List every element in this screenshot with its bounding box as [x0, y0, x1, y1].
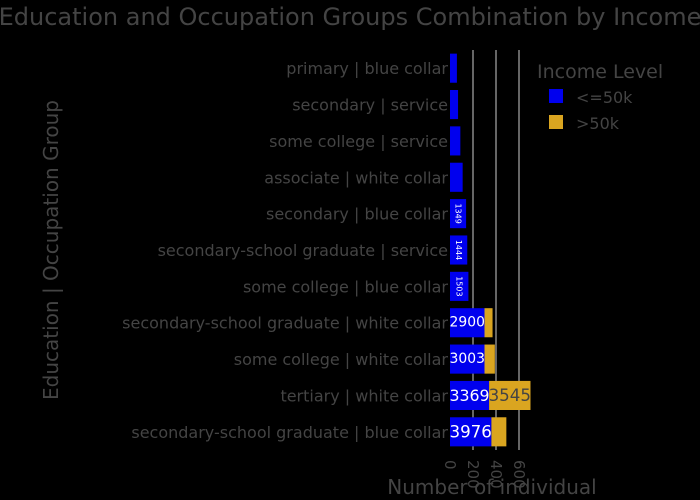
- bar-data-label: 3976: [449, 422, 491, 441]
- legend-swatch: [549, 89, 563, 103]
- bar-gt50k: [484, 344, 495, 374]
- y-axis-title: Education | Occupation Group: [39, 100, 63, 400]
- bar-gt50k: [489, 380, 531, 410]
- y-category-label: secondary | service: [292, 96, 448, 115]
- y-category-label: primary | blue collar: [286, 59, 448, 78]
- bar-data-label: 3369: [450, 386, 490, 405]
- bar-data-label: 1444: [454, 240, 463, 260]
- bar-le50k: [450, 308, 485, 338]
- legend-label: >50k: [576, 114, 620, 133]
- x-tick-label: 600: [510, 460, 528, 489]
- legend-label: <=50k: [576, 88, 633, 107]
- bar-data-label: 1503: [455, 276, 464, 296]
- bar-le50k: [450, 235, 468, 265]
- bar-le50k: [450, 90, 459, 120]
- chart-title: Education and Occupation Groups Combinat…: [0, 3, 700, 31]
- axis-layer: 0 200 400 600 primary | blue collar secondary…: [122, 59, 528, 488]
- bar-le50k: [450, 199, 467, 229]
- label-layer: 1349 1444 1503 2900 3003 3369 3976 3545: [449, 203, 531, 441]
- bar-gt50k: [484, 308, 493, 338]
- x-tick-label: 0: [441, 460, 459, 470]
- bar-le50k: [450, 380, 490, 410]
- legend-title: Income Level: [537, 61, 663, 83]
- y-category-label: tertiary | white collar: [280, 386, 448, 405]
- bar-le50k: [450, 417, 492, 447]
- bar-data-label: 3545: [489, 386, 531, 405]
- bar-data-label: 2900: [450, 315, 485, 331]
- y-category-label: some college | service: [269, 132, 448, 151]
- bar-le50k: [450, 126, 461, 156]
- y-category-label: secondary | blue collar: [266, 205, 448, 224]
- x-axis-title: Number of individual: [387, 475, 596, 499]
- y-category-label: some college | white collar: [234, 350, 449, 369]
- bar-le50k: [450, 344, 485, 374]
- y-category-label: secondary-school graduate | service: [158, 241, 448, 260]
- bar-gt50k: [491, 417, 507, 447]
- bar-le50k: [450, 162, 463, 192]
- y-category-label: associate | white collar: [264, 168, 448, 187]
- legend: Income Level <=50k >50k: [537, 61, 663, 133]
- y-category-label: secondary-school graduate | white collar: [122, 314, 448, 333]
- bar-le50k: [450, 53, 457, 83]
- bar-layer: [450, 53, 531, 447]
- legend-swatch: [549, 115, 563, 129]
- y-category-label: secondary-school graduate | blue collar: [131, 423, 448, 442]
- bar-data-label: 1349: [454, 203, 463, 223]
- y-category-label: some college | blue collar: [243, 277, 448, 296]
- bar-le50k: [450, 271, 469, 301]
- bar-data-label: 3003: [450, 351, 485, 367]
- x-tick-label: 200: [464, 460, 482, 489]
- x-tick-label: 400: [487, 460, 505, 489]
